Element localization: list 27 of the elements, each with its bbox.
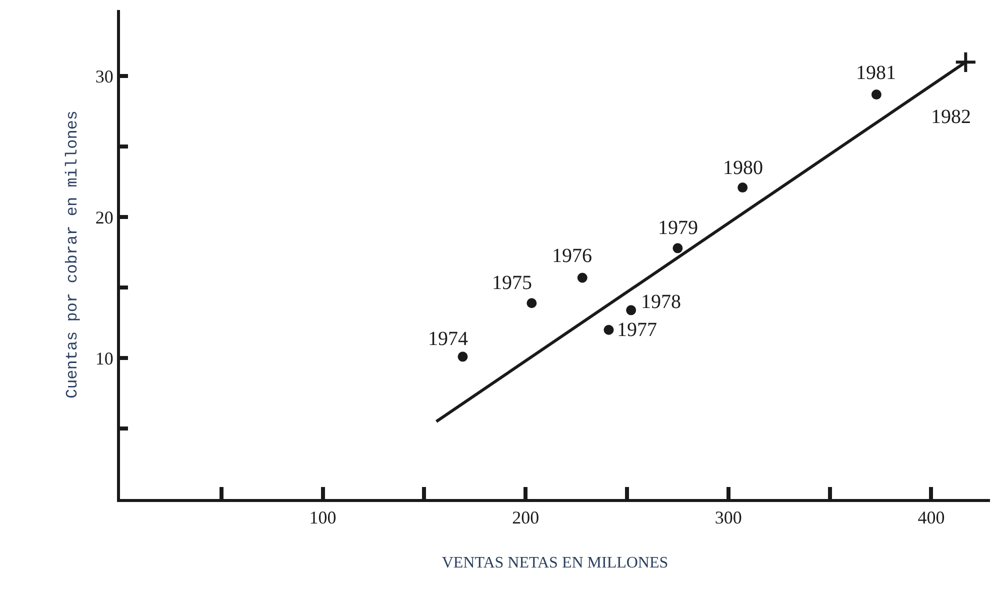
x-axis-title: VENTAS NETAS EN MILLONES [442,554,668,572]
point [871,90,882,100]
point [577,272,588,283]
point [604,324,614,335]
point [954,50,977,74]
annotation: 1982 [931,106,971,128]
y-axis-title: Cuentas por cobrar en millones [63,110,82,399]
point [626,305,636,316]
point [526,298,537,308]
annotation: 1981 [856,62,896,84]
annotation: 1979 [658,217,698,239]
annotation: 1974 [428,328,468,350]
x-tick-label: 300 [714,508,742,528]
point [458,352,468,362]
y-tick-label: 30 [95,66,114,87]
y-tick-label: 20 [95,207,114,228]
annotation: 1978 [641,291,681,313]
annotation: 1976 [552,245,592,267]
y-tick-label: 10 [95,348,114,368]
annotation: 1977 [617,319,657,341]
annotation: 1980 [723,157,763,179]
x-tick-label: 400 [918,508,945,528]
x-tick-label: 100 [309,508,336,528]
x-tick-label: 200 [512,508,540,528]
point [672,243,683,254]
point [738,182,748,193]
annotation: 1975 [492,272,532,294]
